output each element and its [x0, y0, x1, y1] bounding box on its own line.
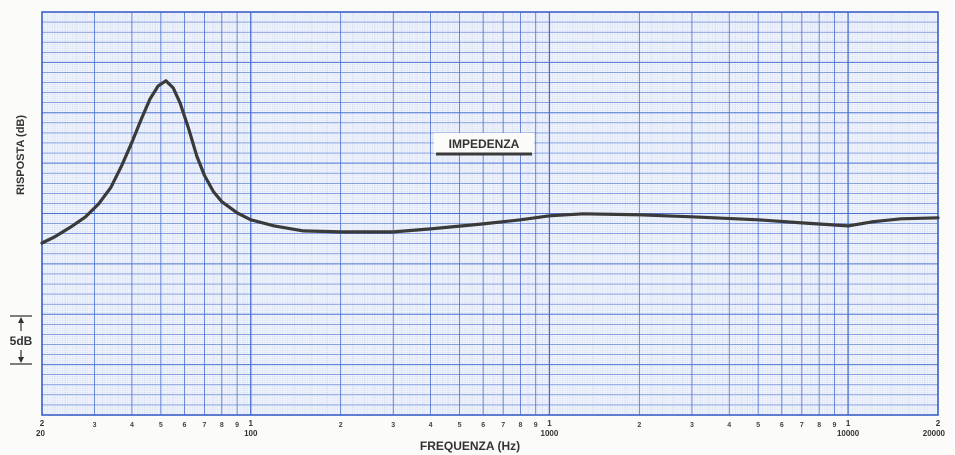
x-tick-sublabel: 20000 [923, 429, 946, 438]
x-minor-tick-label: 8 [220, 422, 224, 429]
x-minor-tick-label: 9 [235, 422, 239, 429]
series-line-impedenza [40, 79, 940, 245]
x-minor-tick-label: 3 [93, 422, 97, 429]
x-minor-tick-label: 4 [727, 422, 731, 429]
x-minor-tick-label: 2 [637, 422, 641, 429]
x-tick-label: 1 [547, 419, 552, 428]
x-minor-tick-label: 9 [832, 422, 836, 429]
x-tick-label: 1 [846, 419, 851, 428]
grid-major [41, 11, 939, 416]
x-minor-tick-label: 3 [690, 422, 694, 429]
x-tick-label: 2 [40, 419, 45, 428]
scale-marker-label: 5dB [10, 334, 33, 348]
x-tick-sublabel: 100 [244, 429, 258, 438]
series-label: IMPEDENZA [449, 137, 520, 151]
series-label-box: IMPEDENZA [434, 133, 534, 156]
x-minor-tick-label: 5 [756, 422, 760, 429]
x-minor-tick-label: 5 [458, 422, 462, 429]
x-minor-tick-label: 6 [780, 422, 784, 429]
x-minor-tick-label: 3 [391, 422, 395, 429]
x-minor-tick-label: 4 [429, 422, 433, 429]
plot-frame [41, 11, 939, 416]
x-tick-sublabel: 10000 [837, 429, 860, 438]
x-minor-tick-label: 6 [481, 422, 485, 429]
x-minor-tick-label: 6 [183, 422, 187, 429]
x-minor-tick-label: 2 [339, 422, 343, 429]
x-axis-label: FREQUENZA (Hz) [420, 439, 520, 453]
x-tick-sublabel: 1000 [541, 429, 559, 438]
x-minor-tick-label: 5 [159, 422, 163, 429]
scale-marker: 5dB [4, 315, 40, 365]
x-minor-tick-label: 8 [817, 422, 821, 429]
x-tick-label: 2 [936, 419, 941, 428]
x-minor-tick-label: 7 [203, 422, 207, 429]
arrow-up-icon [18, 317, 24, 323]
x-minor-tick-label: 9 [534, 422, 538, 429]
x-tick-label: 1 [249, 419, 254, 428]
x-minor-tick-label: 7 [501, 422, 505, 429]
y-axis-label: RISPOSTA (dB) [15, 115, 27, 195]
x-minor-tick-label: 8 [519, 422, 523, 429]
arrow-down-icon [18, 357, 24, 363]
x-minor-tick-label: 7 [800, 422, 804, 429]
x-tick-sublabel: 20 [36, 429, 45, 438]
x-minor-tick-label: 4 [130, 422, 134, 429]
